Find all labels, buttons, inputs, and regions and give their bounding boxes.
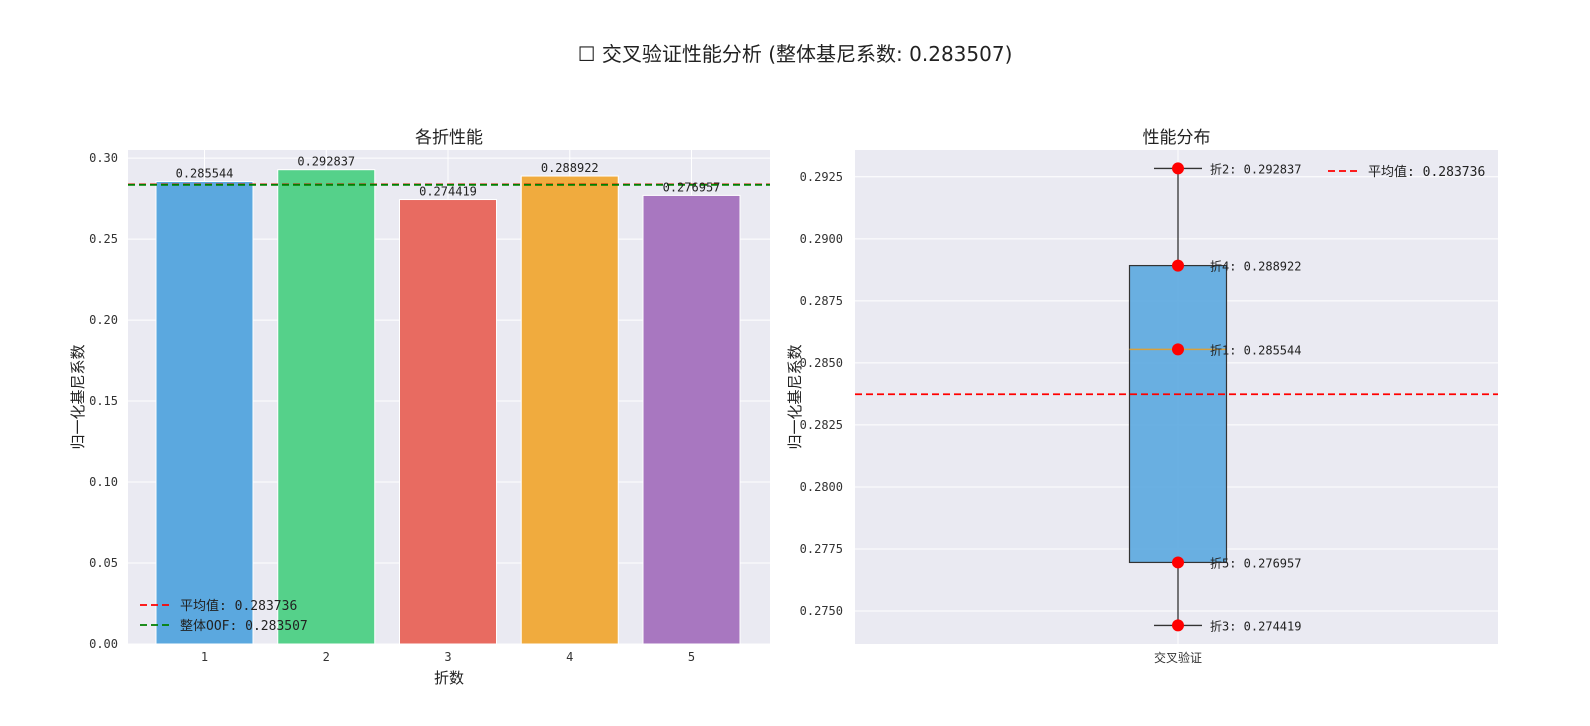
- bar-value-label: 0.292837: [297, 155, 355, 169]
- bar-value-label: 0.285544: [176, 167, 234, 181]
- fold-point: [1172, 343, 1184, 356]
- box-plot-y-tick-label: 0.2775: [800, 542, 843, 556]
- bar-chart-y-tick-label: 0.05: [89, 556, 118, 570]
- legend-label: 整体OOF: 0.283507: [180, 619, 308, 634]
- interquartile-box: [1128, 264, 1228, 564]
- bar-value-label: 0.288922: [541, 161, 599, 175]
- box-plot-y-tick-label: 0.2850: [800, 356, 843, 370]
- bar-chart-panel: 0.285544 0.292837 0.274419 0.288922 0.276957…: [69, 128, 770, 687]
- box-plot-panel: 折2: 0.292837 折4: 0.288922 折1: 0.285544 折5: …: [786, 128, 1498, 665]
- bar: [642, 194, 741, 645]
- bar-chart-x-tick-label: 5: [688, 650, 695, 664]
- bar-chart-y-axis-label: 归一化基尼系数: [69, 344, 87, 449]
- bar-chart-x-tick-label: 2: [323, 650, 330, 664]
- fold-point-label: 折1: 0.285544: [1210, 342, 1301, 357]
- bar-chart-y-tick-label: 0.15: [89, 394, 118, 408]
- bar: [277, 169, 376, 645]
- box-plot-y-tick-label: 0.2825: [800, 418, 843, 432]
- bar: [399, 199, 497, 645]
- bar-value-label: 0.276957: [663, 180, 721, 194]
- bar-group: [155, 169, 741, 645]
- bar-chart-y-ticks: 0.00 0.05 0.10 0.15 0.20 0.25 0.30: [89, 151, 118, 651]
- fold-point-label: 折2: 0.292837: [1210, 161, 1301, 176]
- bar-chart-y-tick-label: 0.00: [89, 637, 118, 651]
- box-plot-y-tick-label: 0.2750: [800, 604, 843, 618]
- bar-chart-y-tick-label: 0.10: [89, 475, 118, 489]
- bar-chart-y-tick-label: 0.30: [89, 151, 118, 165]
- box-plot-box: [1128, 167, 1228, 627]
- bar-value-labels: 0.285544 0.292837 0.274419 0.288922 0.276957: [176, 155, 721, 199]
- box-plot-legend: 平均值: 0.283736: [1328, 164, 1485, 180]
- bar-chart-legend: 平均值: 0.283736 整体OOF: 0.283507: [140, 598, 308, 634]
- bar-chart-title: 各折性能: [415, 128, 483, 148]
- bar-chart-y-tick-label: 0.20: [89, 313, 118, 327]
- box-plot-y-tick-label: 0.2875: [800, 294, 843, 308]
- figure-title: ☐ 交叉验证性能分析 (整体基尼系数: 0.283507): [577, 42, 1013, 66]
- box-plot-y-tick-label: 0.2800: [800, 480, 843, 494]
- box-plot-title: 性能分布: [1143, 128, 1211, 148]
- fold-point-label: 折3: 0.274419: [1210, 618, 1301, 633]
- bar-chart-x-axis-label: 折数: [434, 669, 464, 687]
- box-plot-y-tick-label: 0.2925: [800, 170, 843, 184]
- bar-value-label: 0.274419: [419, 185, 477, 199]
- bar-chart-x-ticks: 1 2 3 4 5: [201, 650, 695, 664]
- bar-chart-x-tick-label: 1: [201, 650, 208, 664]
- box-plot-y-ticks: 0.2750 0.2775 0.2800 0.2825 0.2850 0.2875 0.29…: [800, 170, 843, 618]
- fold-point-label: 折5: 0.276957: [1210, 555, 1301, 570]
- legend-label: 平均值: 0.283736: [180, 598, 297, 614]
- box-plot-y-tick-label: 0.2900: [800, 232, 843, 246]
- bar-chart-x-tick-label: 3: [444, 650, 451, 664]
- box-plot-points: 折2: 0.292837 折4: 0.288922 折1: 0.285544 折5: …: [1172, 161, 1301, 633]
- fold-point: [1172, 556, 1184, 569]
- fold-point: [1172, 259, 1184, 272]
- bar-chart-y-tick-label: 0.25: [89, 232, 118, 246]
- bar: [520, 175, 619, 645]
- fold-point: [1172, 162, 1184, 175]
- bar-chart-x-tick-label: 4: [566, 650, 573, 664]
- box-plot-y-axis-label: 归一化基尼系数: [786, 344, 804, 449]
- fold-point: [1172, 619, 1184, 632]
- bar: [155, 181, 254, 645]
- legend-label: 平均值: 0.283736: [1368, 164, 1485, 180]
- fold-point-label: 折4: 0.288922: [1210, 259, 1301, 274]
- box-plot-x-tick: 交叉验证: [1154, 650, 1202, 665]
